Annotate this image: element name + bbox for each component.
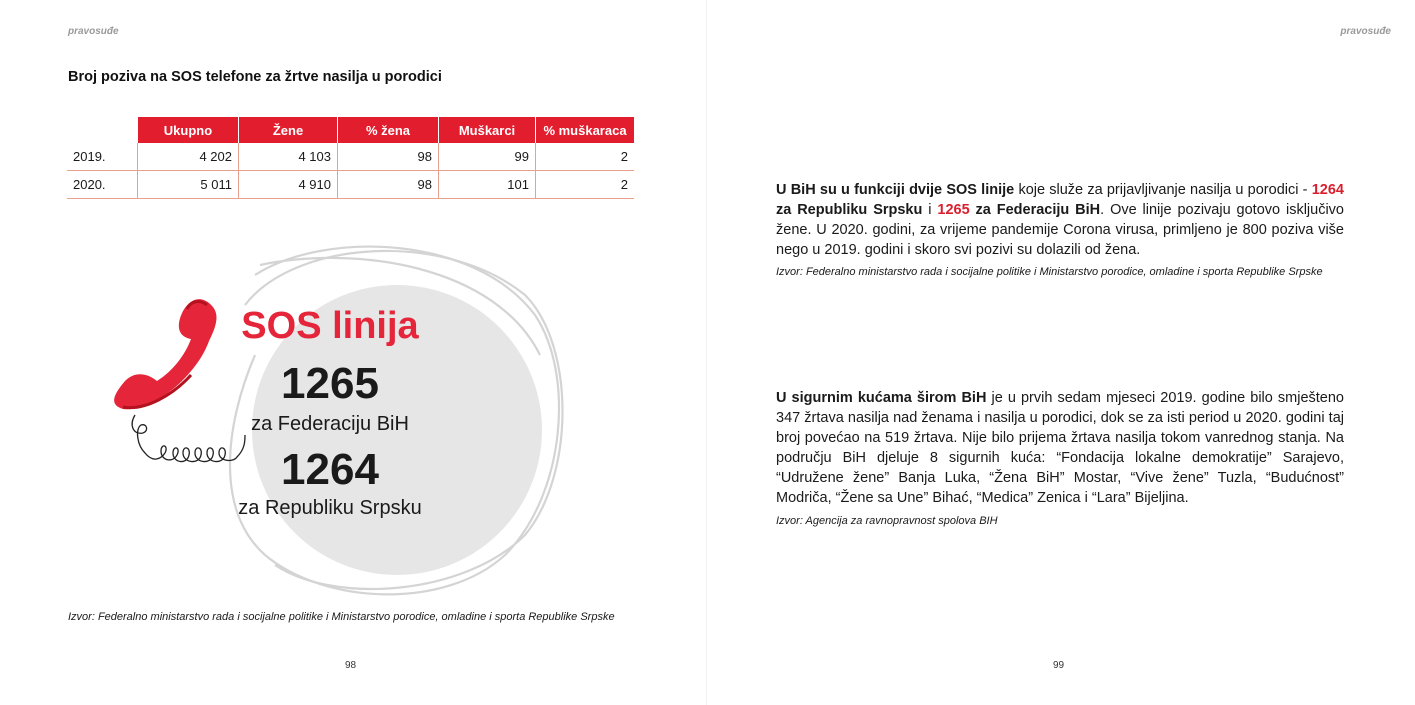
table-title: Broj poziva na SOS telefone za žrtve nas… bbox=[68, 69, 442, 85]
para-lead: U sigurnim kućama širom BiH bbox=[776, 390, 987, 406]
section-label: pravosuđe bbox=[1340, 26, 1391, 37]
left-page: pravosuđe Broj poziva na SOS telefone za… bbox=[0, 0, 707, 705]
source-note: Izvor: Federalno ministarstvo rada i soc… bbox=[776, 266, 1323, 278]
sos-infographic: SOS linija 1265 za Federaciju BiH 1264 z… bbox=[95, 235, 565, 605]
table-cell: 4 910 bbox=[238, 170, 338, 199]
table-row-year: 2019. bbox=[67, 143, 138, 171]
para-emphasis: za Federaciju BiH bbox=[969, 202, 1101, 218]
table-cell: 2 bbox=[535, 143, 634, 171]
hotline-label-fbih: za Federaciju BiH bbox=[251, 413, 409, 435]
table-cell: 99 bbox=[438, 143, 536, 171]
para-text: je u prvih sedam mjeseci 2019. godine bi… bbox=[776, 390, 1344, 506]
source-note: Izvor: Agencija za ravnopravnost spolova… bbox=[776, 515, 998, 527]
para-lead: U BiH su u funkciji dvije SOS linije bbox=[776, 182, 1015, 198]
hotline-number-inline: 1264 bbox=[1311, 182, 1344, 198]
table-cell: 5 011 bbox=[137, 170, 239, 199]
hotline-label-rs: za Republiku Srpsku bbox=[238, 497, 422, 519]
table-header-cell: % muškaraca bbox=[535, 117, 634, 143]
gray-circle bbox=[252, 285, 542, 575]
table-cell: 4 103 bbox=[238, 143, 338, 171]
sketch-outline bbox=[228, 245, 564, 596]
table-row: 2020. 5 011 4 910 98 101 2 bbox=[67, 170, 634, 199]
table-row-year: 2020. bbox=[67, 170, 138, 199]
source-note: Izvor: Federalno ministarstvo rada i soc… bbox=[68, 611, 615, 623]
para-text: koje služe za prijavljivanje nasilja u p… bbox=[1014, 182, 1312, 198]
para-emphasis: za Republiku Srpsku bbox=[776, 202, 923, 218]
table-cell: 101 bbox=[438, 170, 536, 199]
section-label: pravosuđe bbox=[68, 26, 119, 37]
sos-title: SOS linija bbox=[241, 305, 419, 347]
hotline-number-inline: 1265 bbox=[937, 202, 970, 218]
table-cell: 98 bbox=[337, 143, 439, 171]
table-header-cell: Muškarci bbox=[438, 117, 536, 143]
paragraph-sos-lines: U BiH su u funkciji dvije SOS linije koj… bbox=[776, 180, 1344, 260]
para-text: . Ove linije pozivaju gotovo isključivo … bbox=[776, 202, 1344, 258]
hotline-number-fbih: 1265 bbox=[281, 359, 379, 408]
paragraph-safe-houses: U sigurnim kućama širom BiH je u prvih s… bbox=[776, 388, 1344, 508]
table-header-row: Ukupno Žene % žena Muškarci % muškaraca bbox=[67, 117, 634, 143]
table-row: 2019. 4 202 4 103 98 99 2 bbox=[67, 143, 634, 171]
para-text: i bbox=[922, 202, 938, 218]
table-header-cell: Ukupno bbox=[137, 117, 239, 143]
phone-cord-icon bbox=[131, 414, 246, 463]
table-header-empty bbox=[67, 117, 138, 143]
phone-icon bbox=[114, 299, 217, 410]
page-spine bbox=[706, 0, 707, 705]
table-header-cell: Žene bbox=[238, 117, 338, 143]
table-header-cell: % žena bbox=[337, 117, 439, 143]
page-number: 99 bbox=[1053, 660, 1065, 671]
page-number: 98 bbox=[345, 660, 357, 671]
table-cell: 4 202 bbox=[137, 143, 239, 171]
table-cell: 2 bbox=[535, 170, 634, 199]
infographic-graphics bbox=[114, 245, 564, 596]
right-page: pravosuđe U BiH su u funkciji dvije SOS … bbox=[707, 0, 1415, 705]
hotline-number-rs: 1264 bbox=[281, 445, 379, 494]
table-cell: 98 bbox=[337, 170, 439, 199]
sos-calls-table: Ukupno Žene % žena Muškarci % muškaraca … bbox=[67, 117, 634, 199]
